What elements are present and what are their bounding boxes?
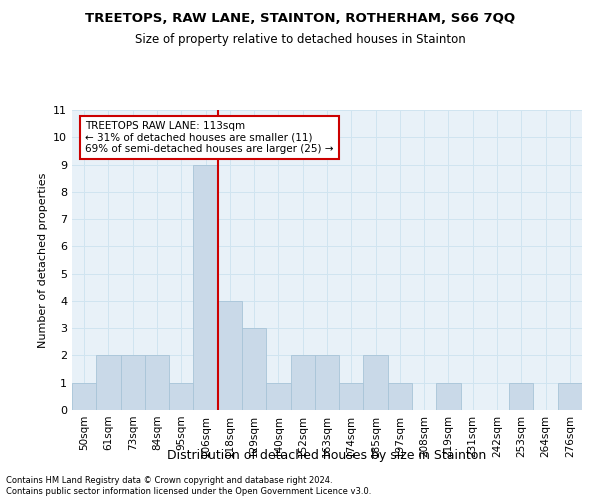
Text: TREETOPS, RAW LANE, STAINTON, ROTHERHAM, S66 7QQ: TREETOPS, RAW LANE, STAINTON, ROTHERHAM,… <box>85 12 515 26</box>
Text: TREETOPS RAW LANE: 113sqm
← 31% of detached houses are smaller (11)
69% of semi-: TREETOPS RAW LANE: 113sqm ← 31% of detac… <box>85 121 334 154</box>
Bar <box>436 382 461 410</box>
Bar <box>242 328 266 410</box>
Y-axis label: Number of detached properties: Number of detached properties <box>38 172 47 348</box>
Bar <box>169 382 193 410</box>
Bar <box>96 356 121 410</box>
Bar <box>315 356 339 410</box>
Text: Distribution of detached houses by size in Stainton: Distribution of detached houses by size … <box>167 448 487 462</box>
Bar <box>364 356 388 410</box>
Text: Size of property relative to detached houses in Stainton: Size of property relative to detached ho… <box>134 32 466 46</box>
Bar <box>145 356 169 410</box>
Bar <box>558 382 582 410</box>
Bar <box>339 382 364 410</box>
Bar <box>509 382 533 410</box>
Bar <box>121 356 145 410</box>
Bar <box>72 382 96 410</box>
Bar <box>218 301 242 410</box>
Bar <box>193 164 218 410</box>
Text: Contains public sector information licensed under the Open Government Licence v3: Contains public sector information licen… <box>6 487 371 496</box>
Bar <box>290 356 315 410</box>
Text: Contains HM Land Registry data © Crown copyright and database right 2024.: Contains HM Land Registry data © Crown c… <box>6 476 332 485</box>
Bar <box>266 382 290 410</box>
Bar <box>388 382 412 410</box>
